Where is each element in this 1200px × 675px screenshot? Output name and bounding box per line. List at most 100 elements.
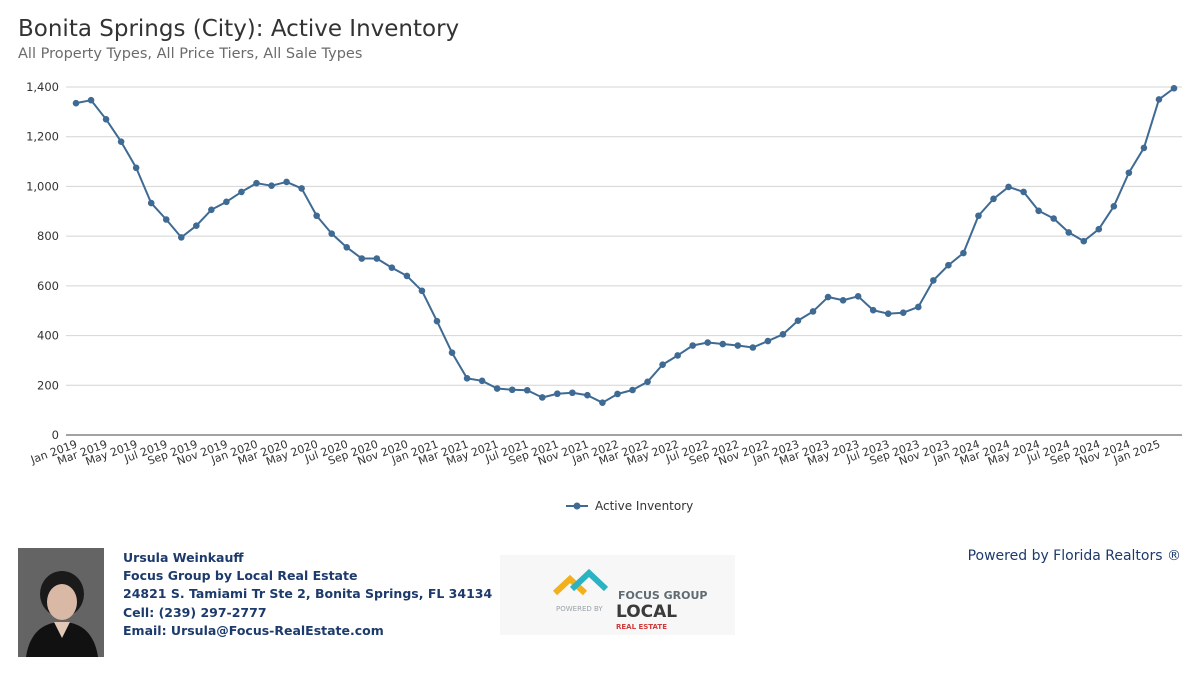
logo-text-focus: FOCUS GROUP (618, 589, 707, 602)
legend-label: Active Inventory (595, 499, 694, 513)
y-tick-label: 600 (37, 279, 59, 293)
chart-legend[interactable]: Active Inventory (565, 499, 693, 513)
data-point (463, 375, 471, 382)
data-point (493, 385, 501, 392)
data-point (268, 182, 275, 189)
data-point (1005, 183, 1012, 191)
data-point (824, 293, 832, 301)
data-point (614, 390, 621, 398)
data-point (147, 199, 155, 207)
data-point (884, 310, 892, 317)
data-point (253, 179, 260, 187)
data-point (569, 389, 576, 397)
data-point (554, 390, 561, 398)
data-point (719, 340, 727, 348)
data-point (1035, 207, 1042, 215)
data-point (869, 306, 877, 314)
y-tick-label: 200 (37, 378, 59, 392)
data-point (87, 96, 95, 104)
data-point (975, 212, 982, 220)
data-point (629, 386, 636, 394)
data-point (358, 255, 366, 262)
y-tick-label: 800 (37, 229, 59, 243)
data-point (1125, 169, 1133, 177)
data-point (298, 185, 305, 192)
data-point (899, 309, 907, 317)
data-point (689, 342, 696, 349)
data-point (854, 292, 862, 300)
data-point (839, 296, 847, 304)
agent-cell[interactable]: Cell: (239) 297-2777 (123, 604, 267, 620)
data-point (177, 234, 185, 241)
data-point (1020, 188, 1027, 196)
data-point (117, 138, 125, 145)
data-point (674, 352, 681, 359)
data-point (734, 342, 742, 349)
data-point (478, 377, 486, 385)
data-point (523, 386, 531, 394)
data-point (1095, 225, 1103, 233)
data-point (448, 349, 456, 357)
data-point (102, 116, 110, 123)
data-point (794, 317, 802, 324)
logo-text-powered: POWERED BY (556, 605, 603, 613)
data-point (584, 391, 591, 399)
data-point (72, 99, 80, 107)
data-point (644, 378, 651, 386)
agent-contact-block: Ursula Weinkauff Focus Group by Local Re… (123, 549, 492, 640)
data-point (132, 164, 140, 172)
data-point (659, 361, 666, 368)
agent-email[interactable]: Email: Ursula@Focus-RealEstate.com (123, 622, 384, 638)
y-tick-label: 1,200 (26, 130, 59, 144)
data-point (1110, 203, 1118, 210)
series-line-active-inventory (75, 87, 1175, 404)
agent-address: 24821 S. Tamiami Tr Ste 2, Bonita Spring… (123, 586, 493, 602)
data-point (930, 277, 937, 284)
data-point (779, 331, 787, 338)
y-tick-label: 0 (52, 428, 59, 442)
data-point (162, 216, 170, 223)
data-point (764, 337, 772, 345)
data-point (945, 261, 952, 269)
data-point (283, 178, 290, 186)
y-tick-label: 1,400 (26, 80, 59, 94)
data-point (915, 303, 922, 311)
data-point (208, 206, 215, 214)
legend-marker-icon (566, 502, 588, 510)
data-point (328, 230, 335, 237)
data-point (343, 244, 351, 251)
data-point (1065, 229, 1073, 236)
data-point (538, 394, 546, 401)
chart-subtitle: All Property Types, All Price Tiers, All… (18, 46, 363, 62)
data-point (1050, 215, 1057, 222)
data-point (238, 188, 245, 196)
data-point (990, 195, 997, 203)
data-point (809, 308, 817, 315)
agent-company: Focus Group by Local Real Estate (123, 568, 358, 584)
data-point (418, 287, 426, 295)
y-tick-label: 400 (37, 329, 59, 343)
logo-text-local: LOCAL (616, 602, 677, 622)
data-point (1080, 237, 1088, 245)
data-point (433, 317, 441, 325)
data-point (960, 249, 967, 257)
data-point (508, 386, 516, 394)
data-point (1140, 144, 1148, 152)
data-point (193, 222, 200, 230)
data-point (1155, 96, 1163, 103)
focus-group-logo: FOCUS GROUP POWERED BY LOCAL REAL ESTATE (500, 555, 735, 635)
agent-photo (18, 548, 104, 657)
agent-name: Ursula Weinkauff (123, 550, 244, 565)
logo-text-real-estate: REAL ESTATE (616, 623, 667, 631)
data-point (388, 264, 396, 272)
y-tick-label: 1,000 (26, 179, 59, 193)
data-point (1170, 84, 1178, 92)
data-point (749, 344, 757, 351)
data-point (313, 212, 320, 220)
data-point (223, 198, 230, 206)
data-point (373, 255, 381, 262)
powered-by-text: Powered by Florida Realtors ® (967, 548, 1181, 564)
chart-title: Bonita Springs (City): Active Inventory (18, 16, 460, 42)
data-point (704, 339, 712, 346)
